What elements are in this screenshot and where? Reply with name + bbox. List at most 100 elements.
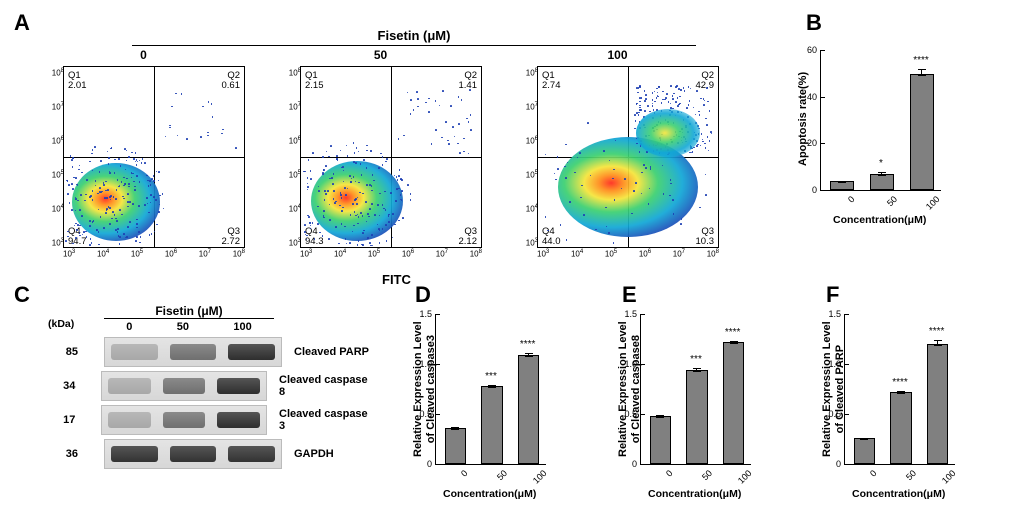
bar <box>927 344 948 464</box>
x-axis-label: Concentration(μM) <box>443 488 536 500</box>
blot-row: 34Cleaved caspase 8 <box>40 371 370 401</box>
error-bar <box>733 341 734 344</box>
blot-band <box>170 446 217 463</box>
panel-letter-b: B <box>806 10 822 36</box>
bar <box>890 392 911 464</box>
error-bar <box>881 172 882 176</box>
panel-d-bar: 00.51.01.50***50****100Relative Expressi… <box>435 314 546 465</box>
error-bar <box>528 353 529 357</box>
y-tick: 0 <box>632 459 641 469</box>
x-tick: 50 <box>495 468 509 482</box>
flow-plot-100: 100108107106105104103Q12.74Q242.9Q444.0Q… <box>513 48 722 259</box>
wb-title-rule <box>104 318 274 319</box>
flow-treatment-label: Fisetin (μM) <box>132 28 696 43</box>
panel-a-flow: Fisetin (μM) PI 0108107106105104103Q12.0… <box>40 24 722 259</box>
blot-band <box>108 378 151 395</box>
wb-treatment-label: Fisetin (μM) <box>104 304 274 318</box>
blot-lanes <box>101 371 267 401</box>
panel-c-western: Fisetin (μM) 0 50 100 (kDa) 85Cleaved PARP… <box>40 300 370 469</box>
y-tick: 20 <box>807 138 821 148</box>
panel-letter-e: E <box>622 282 637 308</box>
blot-row: 85Cleaved PARP <box>40 337 370 367</box>
significance-marker: *** <box>686 354 706 365</box>
panel-b-bar: 02040600*50****100Apoptosis rate(%)Conce… <box>820 50 941 191</box>
protein-name: GAPDH <box>294 448 334 460</box>
y-tick: 1.5 <box>828 309 845 319</box>
wb-conc: 50 <box>177 321 189 333</box>
error-bar <box>454 427 455 430</box>
y-axis-label: Relative Expression Levelof Cleaved PARP <box>821 321 846 457</box>
y-axis-label: Apoptosis rate(%) <box>797 72 809 166</box>
quadrant-label: Q242.9 <box>696 71 715 92</box>
panel-f-bar: 00.51.01.50****50****100Relative Express… <box>844 314 955 465</box>
kda-label: (kDa) <box>48 318 74 330</box>
significance-marker: **** <box>518 339 538 350</box>
wb-conc: 100 <box>233 321 251 333</box>
panel-letter-c: C <box>14 282 30 308</box>
kda-value: 36 <box>40 448 78 460</box>
blot-band <box>228 446 275 463</box>
blot-lanes <box>104 439 282 469</box>
flow-conc-label: 100 <box>513 48 722 62</box>
blot-band <box>217 378 260 395</box>
flow-conc-label: 0 <box>39 48 248 62</box>
scatter-plot: Q12.74Q242.9Q444.0Q310.3 <box>537 66 719 248</box>
x-axis-label: Concentration(μM) <box>648 488 741 500</box>
y-axis-label: Relative Expression Levelof Cleaved casp… <box>412 321 437 457</box>
protein-name: Cleaved caspase 8 <box>279 374 370 398</box>
significance-marker: **** <box>927 326 947 337</box>
y-tick: 40 <box>807 92 821 102</box>
quadrant-label: Q20.61 <box>222 71 241 92</box>
x-tick: 50 <box>904 468 918 482</box>
blot-band <box>108 412 151 429</box>
error-bar <box>841 181 842 183</box>
quadrant-label: Q12.74 <box>542 71 561 92</box>
bar <box>518 355 539 464</box>
y-tick: 0 <box>836 459 845 469</box>
blot-band <box>163 412 206 429</box>
x-tick: 0 <box>459 468 470 479</box>
error-bar <box>900 391 901 394</box>
x-tick: 100 <box>924 194 942 212</box>
flow-plot-50: 50108107106105104103Q12.15Q21.41Q494.3Q3… <box>276 48 485 259</box>
flow-conc-label: 50 <box>276 48 485 62</box>
x-axis-label: Concentration(μM) <box>852 488 945 500</box>
panel-letter-d: D <box>415 282 431 308</box>
x-tick: 100 <box>736 468 754 486</box>
y-tick: 0 <box>812 185 821 195</box>
bar <box>650 416 671 464</box>
wb-conc: 0 <box>126 321 132 333</box>
significance-marker: * <box>871 158 891 169</box>
error-bar <box>491 385 492 388</box>
x-tick: 0 <box>664 468 675 479</box>
bar <box>445 428 466 464</box>
quadrant-label: Q12.15 <box>305 71 324 92</box>
blot-lanes <box>104 337 282 367</box>
bar <box>481 386 502 464</box>
quadrant-label: Q12.01 <box>68 71 87 92</box>
x-tick: 0 <box>846 194 857 205</box>
y-tick: 1.5 <box>624 309 641 319</box>
y-axis-label: Relative Expression Levelof Cleaved casp… <box>617 321 642 457</box>
blot-band <box>163 378 206 395</box>
x-axis-label: Concentration(μM) <box>833 214 926 226</box>
panel-letter-f: F <box>826 282 839 308</box>
protein-name: Cleaved caspase 3 <box>279 408 370 432</box>
y-tick: 60 <box>807 45 821 55</box>
blot-row: 36 GAPDH <box>40 439 370 469</box>
x-tick: 100 <box>531 468 549 486</box>
blot-band <box>217 412 260 429</box>
x-tick: 100 <box>940 468 958 486</box>
error-bar <box>863 438 864 440</box>
kda-value: 85 <box>40 346 78 358</box>
error-bar <box>921 69 922 76</box>
significance-marker: *** <box>481 371 501 382</box>
scatter-plot: Q12.01Q20.61Q494.7Q32.72 <box>63 66 245 248</box>
x-tick: 0 <box>868 468 879 479</box>
x-tick: 50 <box>885 194 899 208</box>
error-bar <box>696 368 697 372</box>
quadrant-label: Q444.0 <box>542 227 561 248</box>
y-tick: 1.5 <box>419 309 436 319</box>
kda-value: 17 <box>40 414 75 426</box>
fitc-axis-label: FITC <box>382 272 411 287</box>
